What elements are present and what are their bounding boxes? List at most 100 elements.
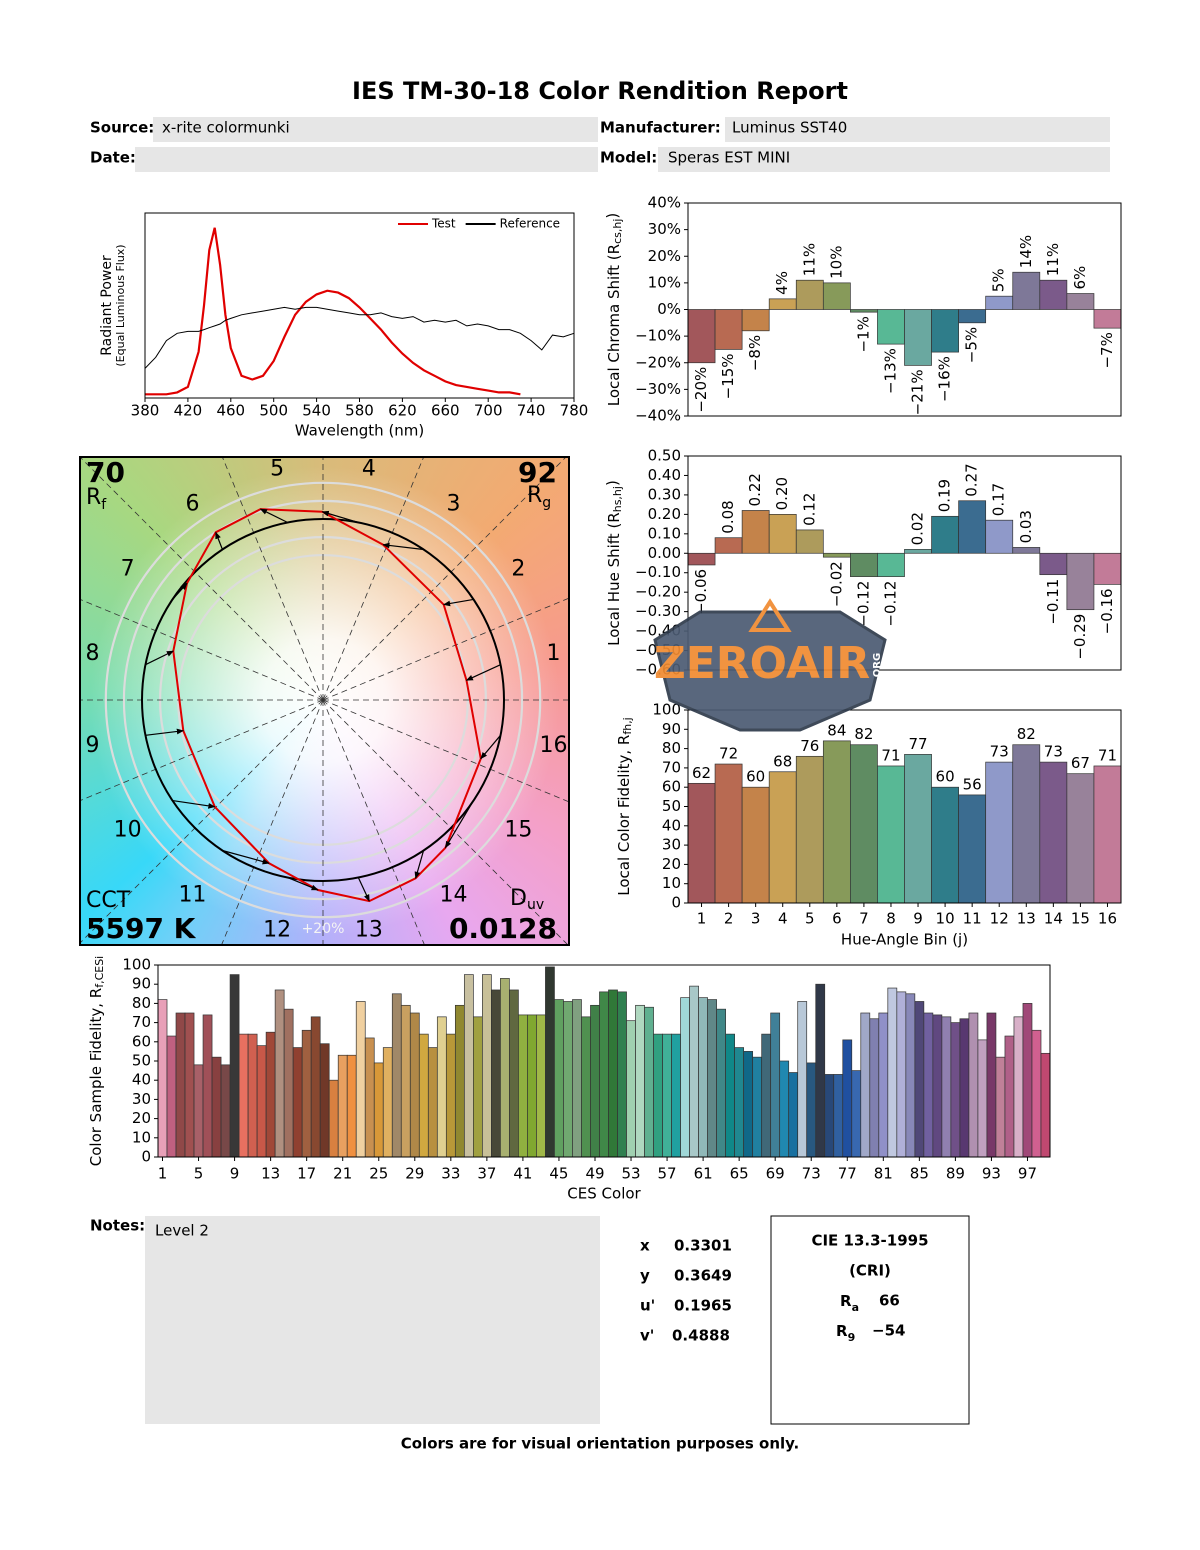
bar [211,1056,222,1158]
field-label: Manufacturer: [600,119,721,137]
bar [229,974,240,1158]
value-label: 11% [800,243,818,276]
x-tick-label: 620 [388,402,417,420]
cri-box [770,1215,970,1425]
value-label: −1% [854,316,872,352]
bar [382,1047,393,1158]
shift-arrow [145,650,174,666]
shift-arrow [444,800,475,849]
cri-symbol: R9 [836,1322,855,1345]
value-label: 73 [990,743,1009,761]
bar [822,740,851,904]
value-label: −16% [936,356,954,402]
x-tick-label: 10 [936,910,955,928]
x-tick-label: 3 [751,910,761,928]
bar [175,1012,186,1158]
x-tick-label: 73 [802,1165,821,1183]
bar [563,1001,573,1158]
bar [671,1033,681,1158]
rg-symbol-main: R [527,483,542,508]
y-axis-label-part: fh,j [621,717,634,734]
y-axis-label: Local Color Fidelity, Rfh,j [615,717,634,896]
x-tick-label: 33 [441,1165,460,1183]
y-axis-label-part: ) [603,213,621,219]
bar [391,993,402,1158]
y-tick-label: 0.40 [648,466,681,484]
x-tick-label: 16 [1098,910,1117,928]
y-axis-label-part: Local Chroma Shift (R [605,244,623,406]
y-tick-label: 20 [132,1109,151,1127]
bar [247,1033,258,1158]
value-label: 82 [1017,725,1036,743]
y-axis-label-part: Local Hue Shift (R [605,512,623,646]
value-label: 56 [963,775,982,793]
field-box [725,117,1110,142]
value-label: 71 [881,746,900,764]
chromaticity-label: u' [640,1297,655,1315]
y-tick-label: 0.10 [648,524,681,542]
bar [869,1018,880,1158]
value-label: −0.11 [1044,579,1062,625]
shift-arrow [172,582,188,600]
bar [687,552,716,566]
x-tick-label: 97 [1018,1165,1037,1183]
bin-label: 8 [86,641,100,666]
bar [734,1047,745,1158]
bar [599,991,609,1158]
x-tick-label: 37 [477,1165,496,1183]
duv-symbol-main: D [510,886,527,911]
chromaticity-value: 0.3301 [674,1237,732,1255]
series-line [145,227,521,396]
bar [310,1016,321,1158]
shift-arrow [287,876,319,891]
x-tick-label: 11 [963,910,982,928]
x-tick-label: 780 [560,402,589,420]
value-label: 4% [773,271,791,295]
field-box [658,147,1110,172]
cri-title: CIE 13.3-1995 [811,1232,928,1250]
bar [931,786,959,904]
x-tick-label: 500 [259,402,288,420]
x-tick-label: 420 [174,402,203,420]
plot-frame [687,202,1122,417]
value-label: 77 [908,735,927,753]
bar [454,1004,465,1158]
chromaticity-value: 0.4888 [672,1327,730,1345]
bar [1012,547,1041,554]
cri-symbol-main: R [840,1292,852,1310]
value-label: 73 [1044,743,1063,761]
value-label: −8% [746,335,764,371]
x-tick-label: 580 [345,402,374,420]
bar [716,1008,726,1158]
value-label: −20% [692,367,710,413]
y-axis-sublabel: (Equal Luminous Flux) [114,244,127,366]
bin-divider [322,699,569,803]
y-tick-label: 0 [671,894,681,912]
x-tick-label: 14 [1044,910,1063,928]
cri-symbol-sub: a [852,1301,859,1314]
y-tick-label: 0 [141,1148,151,1166]
value-label: 14% [1017,235,1035,268]
bar [536,1014,546,1158]
bin-divider [80,457,324,701]
bin-label: 3 [447,492,461,517]
bar [815,983,826,1158]
bar [292,1047,303,1158]
bar [877,552,905,577]
field-label: Date: [90,149,136,167]
x-tick-label: 660 [431,402,460,420]
x-axis-label: Hue-Angle Bin (j) [841,931,968,949]
bar [617,991,627,1158]
bar [795,755,824,904]
bar [904,754,932,904]
x-tick-label: 85 [910,1165,929,1183]
bar [822,282,851,310]
x-tick-label: 460 [216,402,245,420]
shift-arrow [465,664,501,681]
bar [409,1012,420,1158]
bar [283,1008,294,1158]
y-tick-label: 70 [662,758,681,776]
bar [346,1054,357,1158]
value-label: −0.16 [1098,588,1116,634]
